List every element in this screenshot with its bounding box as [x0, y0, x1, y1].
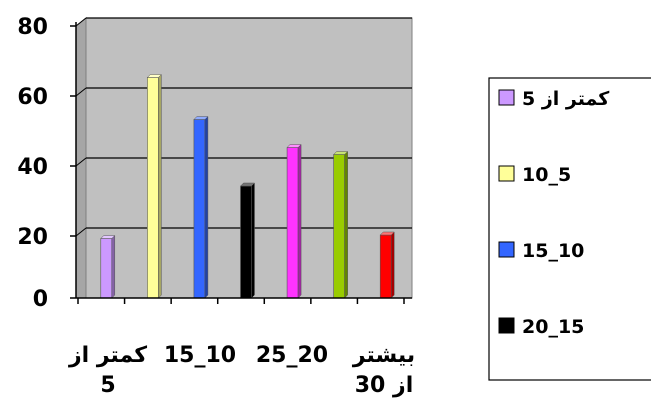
x-tick-label: بیشتر	[352, 343, 415, 368]
y-tick-label: 0	[33, 287, 48, 312]
y-tick-label: 80	[17, 15, 48, 40]
x-tick-label: کمتر از	[68, 343, 147, 368]
legend-item: 10_5	[498, 164, 571, 186]
legend-item: 15_10	[498, 240, 584, 262]
bar-0	[100, 234, 116, 299]
x-tick-label: 15_10	[164, 343, 236, 368]
gridline-depth	[75, 87, 87, 97]
legend-label: 20_15	[522, 316, 584, 338]
plot-side-wall	[75, 16, 87, 299]
bar-2	[193, 115, 209, 299]
legend-swatch	[498, 317, 515, 334]
y-tick-label: 40	[17, 155, 48, 180]
bar-6	[379, 231, 395, 299]
y-tick-label: 60	[17, 85, 48, 110]
x-tick-label: از 30	[355, 373, 414, 398]
legend-item: 20_15	[498, 316, 584, 338]
legend-item: کمتر از 5	[498, 88, 610, 110]
legend-label: کمتر از 5	[522, 88, 610, 110]
x-tick-label: 5	[100, 373, 115, 398]
y-tick-label: 20	[17, 225, 48, 250]
bar-1	[146, 73, 162, 299]
gridline-depth	[75, 157, 87, 167]
legend-swatch	[498, 241, 515, 258]
legend-swatch	[498, 165, 515, 182]
x-tick-label: 25_20	[256, 343, 328, 368]
legend-label: 15_10	[522, 240, 584, 262]
legend-swatch	[498, 89, 515, 106]
gridline-depth	[75, 17, 87, 27]
bar-4	[286, 143, 302, 299]
bar-3	[239, 182, 256, 299]
bar-5	[333, 150, 349, 299]
legend-box	[488, 77, 651, 381]
gridline-depth	[75, 227, 87, 237]
legend-label: 10_5	[522, 164, 571, 186]
